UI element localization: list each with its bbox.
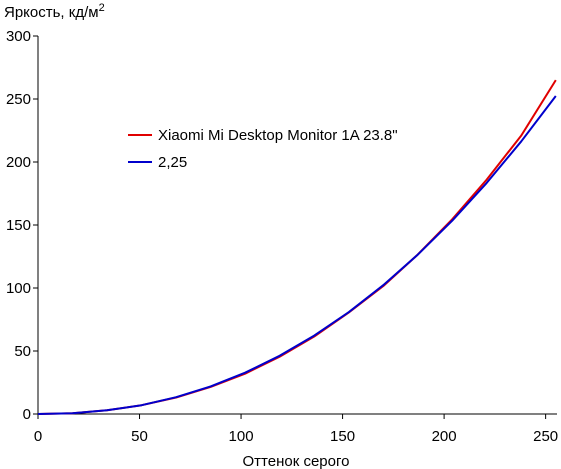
x-tick-label: 200	[432, 428, 457, 445]
y-tick-label: 200	[6, 154, 31, 171]
x-axis-title: Оттенок серого	[243, 453, 350, 469]
x-tick-label: 0	[34, 428, 42, 445]
series-group	[37, 79, 557, 415]
x-tick-label: 150	[330, 428, 355, 445]
y-axis-title: Яркость, кд/м2	[4, 2, 105, 21]
series-line-2	[37, 95, 557, 415]
y-tick-label: 100	[6, 280, 31, 297]
x-axis-ticks: 0 50 100 150 200 250	[34, 414, 558, 445]
y-tick-label: 150	[6, 217, 31, 234]
y-tick-label: 250	[6, 91, 31, 108]
x-tick-label: 100	[229, 428, 254, 445]
x-tick-label: 250	[533, 428, 558, 445]
y-axis-ticks: 0 50 100 150 200 250 300	[6, 28, 38, 423]
y-tick-label: 0	[23, 406, 31, 423]
y-tick-label: 50	[14, 343, 31, 360]
x-tick-label: 50	[131, 428, 148, 445]
legend-label-series-1: Xiaomi Mi Desktop Monitor 1A 23.8"	[158, 127, 398, 144]
legend: Xiaomi Mi Desktop Monitor 1A 23.8" 2,25	[128, 127, 398, 171]
legend-label-series-2: 2,25	[158, 154, 187, 171]
y-tick-label: 300	[6, 28, 31, 45]
